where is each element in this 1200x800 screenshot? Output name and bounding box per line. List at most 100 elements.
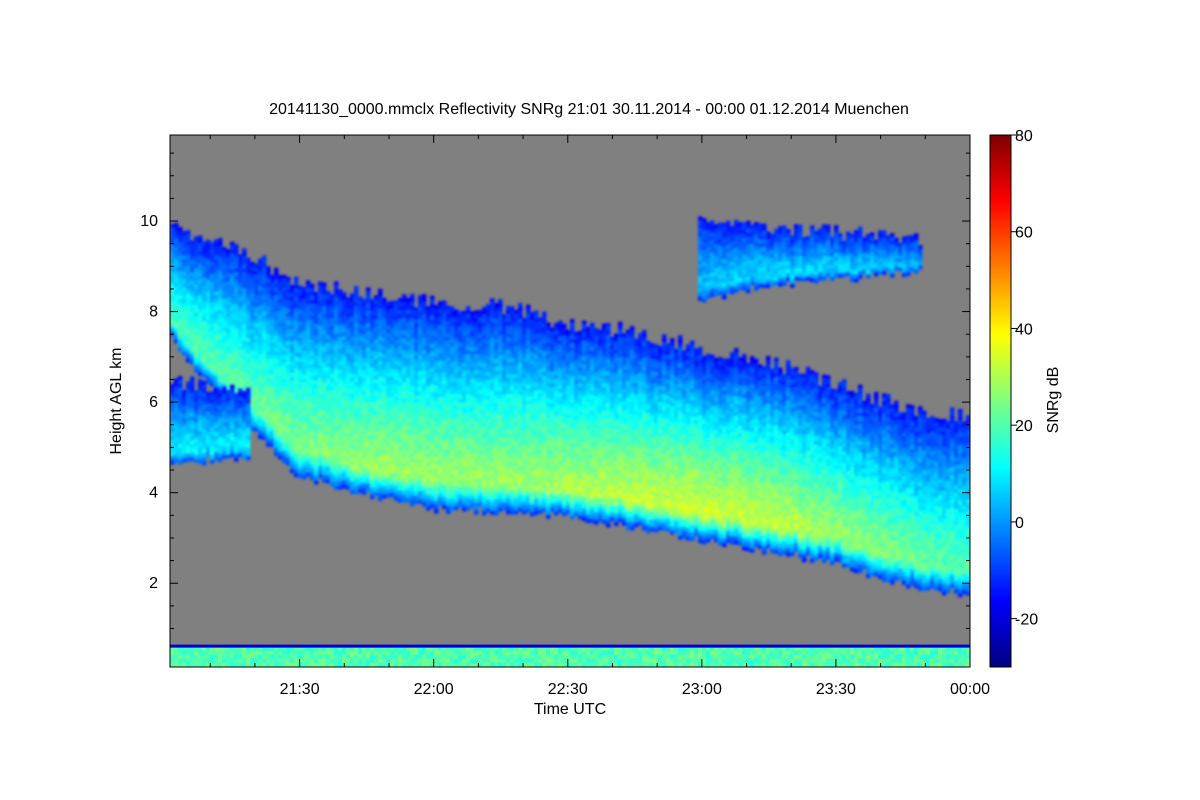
heatmap-cell — [254, 407, 259, 412]
heatmap-cell — [510, 322, 515, 327]
heatmap-cell — [546, 442, 551, 447]
heatmap-cell — [318, 437, 323, 443]
heatmap-cell — [370, 306, 375, 312]
heatmap-cell — [306, 368, 311, 373]
heatmap-cell — [494, 459, 499, 464]
heatmap-cell — [414, 451, 419, 456]
heatmap-cell — [362, 478, 367, 484]
heatmap-cell — [570, 375, 575, 380]
heatmap-cell — [302, 442, 307, 448]
heatmap-cell — [330, 314, 335, 319]
heatmap-cell — [458, 374, 463, 380]
heatmap-cell — [478, 406, 483, 411]
heatmap-cell — [526, 408, 531, 414]
heatmap-cell — [358, 476, 363, 482]
heatmap-cell — [334, 305, 339, 310]
heatmap-cell — [250, 322, 255, 327]
heatmap-cell — [286, 393, 291, 398]
heatmap-cell — [530, 504, 535, 509]
heatmap-cell — [502, 390, 507, 395]
heatmap-cell — [398, 418, 403, 423]
heatmap-cell — [366, 379, 371, 384]
heatmap-cell — [590, 322, 595, 328]
heatmap-cell — [186, 234, 191, 239]
heatmap-cell — [362, 482, 367, 488]
heatmap-cell — [438, 401, 443, 406]
heatmap-cell — [262, 315, 267, 320]
heatmap-cell — [514, 470, 519, 475]
heatmap-cell — [450, 502, 455, 507]
heatmap-cell — [290, 432, 295, 438]
heatmap-cell — [490, 458, 495, 463]
heatmap-cell — [466, 398, 471, 403]
heatmap-cell — [410, 493, 415, 499]
heatmap-cell — [374, 367, 379, 372]
heatmap-cell — [386, 397, 391, 402]
heatmap-cell — [330, 346, 335, 351]
heatmap-cell — [282, 378, 287, 384]
heatmap-cell — [446, 465, 451, 470]
heatmap-cell — [430, 475, 435, 481]
heatmap-cell — [294, 468, 299, 474]
heatmap-cell — [426, 438, 431, 443]
heatmap-cell — [562, 363, 567, 369]
heatmap-cell — [494, 419, 499, 424]
heatmap-cell — [342, 300, 347, 305]
heatmap-cell — [274, 399, 279, 405]
heatmap-cell — [590, 386, 595, 392]
heatmap-cell — [250, 338, 255, 343]
heatmap-cell — [306, 320, 311, 325]
heatmap-cell — [426, 342, 431, 347]
heatmap-cell — [554, 382, 559, 388]
heatmap-cell — [230, 317, 235, 323]
heatmap-cell — [334, 361, 339, 366]
heatmap-cell — [574, 335, 579, 341]
heatmap-cell — [594, 360, 599, 365]
heatmap-cell — [470, 379, 475, 384]
heatmap-cell — [382, 406, 387, 411]
heatmap-cell — [406, 405, 411, 411]
heatmap-cell — [414, 367, 419, 372]
heatmap-cell — [258, 342, 263, 347]
heatmap-cell — [558, 368, 563, 374]
heatmap-cell — [490, 498, 495, 503]
heatmap-cell — [214, 243, 219, 248]
heatmap-cell — [342, 344, 347, 349]
heatmap-cell — [534, 342, 539, 347]
heatmap-cell — [454, 401, 459, 407]
heatmap-cell — [482, 310, 487, 316]
heatmap-cell — [270, 418, 275, 424]
heatmap-cell — [238, 350, 243, 355]
heatmap-cell — [418, 411, 423, 416]
heatmap-cell — [470, 327, 475, 332]
heatmap-cell — [410, 485, 415, 491]
heatmap-cell — [374, 339, 379, 344]
heatmap-cell — [570, 347, 575, 352]
heatmap-cell — [578, 363, 583, 368]
heatmap-cell — [486, 320, 491, 325]
heatmap-cell — [206, 287, 211, 293]
heatmap-cell — [498, 471, 503, 476]
heatmap-cell — [494, 475, 499, 480]
heatmap-cell — [518, 355, 523, 360]
heatmap-cell — [586, 510, 591, 516]
heatmap-cell — [394, 312, 399, 317]
heatmap-cell — [550, 435, 555, 441]
heatmap-cell — [410, 325, 415, 331]
heatmap-cell — [470, 403, 475, 408]
heatmap-cell — [426, 346, 431, 351]
heatmap-cell — [258, 306, 263, 311]
heatmap-cell — [202, 289, 207, 294]
heatmap-cell — [426, 366, 431, 371]
heatmap-cell — [474, 502, 479, 507]
heatmap-cell — [306, 364, 311, 369]
heatmap-cell — [374, 315, 379, 320]
heatmap-cell — [486, 364, 491, 369]
heatmap-cell — [298, 353, 303, 359]
heatmap-cell — [446, 481, 451, 486]
heatmap-cell — [298, 453, 303, 459]
heatmap-cell — [486, 492, 491, 497]
heatmap-cell — [478, 390, 483, 395]
heatmap-cell — [206, 359, 211, 365]
heatmap-cell — [362, 374, 367, 380]
